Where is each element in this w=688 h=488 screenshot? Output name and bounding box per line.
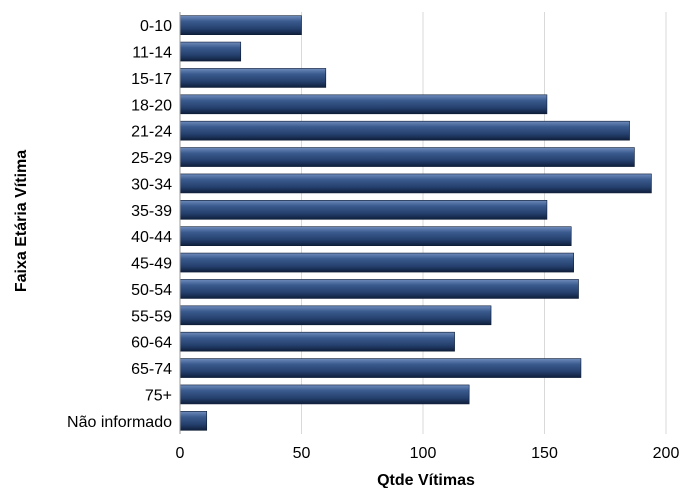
y-tick-label: 45-49 [131, 256, 172, 273]
x-tick-label: 200 [653, 445, 680, 462]
bar [179, 173, 652, 194]
bar [179, 411, 208, 431]
bar [179, 279, 579, 299]
y-tick-label: 60-64 [131, 335, 172, 352]
y-tick-label: 18-20 [131, 97, 172, 114]
y-tick-label: Não informado [67, 414, 172, 431]
bar [179, 252, 574, 273]
y-tick-label: 25-29 [131, 150, 172, 167]
x-tick-label: 100 [410, 445, 437, 462]
y-tick-label: 21-24 [131, 124, 172, 141]
bar [179, 94, 548, 115]
axis-layer: 0 50 100 150 200 0-10 11-14 15-17 18-20 21-24 25-2… [67, 12, 679, 462]
y-tick-label: 40-44 [131, 229, 172, 246]
y-tick-label: 65-74 [131, 361, 172, 378]
bar [179, 68, 327, 88]
y-tick-label: 0-10 [140, 18, 172, 35]
y-tick-label: 15-17 [131, 71, 172, 88]
bar [179, 15, 302, 35]
y-axis-title: Faixa Etária Vítima [13, 150, 30, 292]
bar [179, 200, 548, 220]
y-tick-label: 35-39 [131, 203, 172, 220]
x-tick-label: 0 [176, 445, 185, 462]
bar [179, 226, 572, 246]
x-tick-label: 150 [531, 445, 558, 462]
x-axis-title: Qtde Vítimas [377, 472, 475, 488]
y-tick-label: 30-34 [131, 176, 172, 193]
y-tick-label: 11-14 [132, 45, 172, 62]
bar [179, 358, 582, 378]
bar [179, 331, 455, 352]
bar-layer [179, 15, 652, 431]
bar [179, 147, 635, 167]
bar [179, 41, 242, 62]
bar [179, 384, 470, 405]
y-tick-label: 75+ [145, 387, 172, 404]
y-tick-label: 55-59 [131, 308, 172, 325]
y-tick-label: 50-54 [131, 282, 172, 299]
bar [179, 120, 630, 141]
bar [179, 305, 492, 326]
x-tick-label: 50 [293, 445, 311, 462]
